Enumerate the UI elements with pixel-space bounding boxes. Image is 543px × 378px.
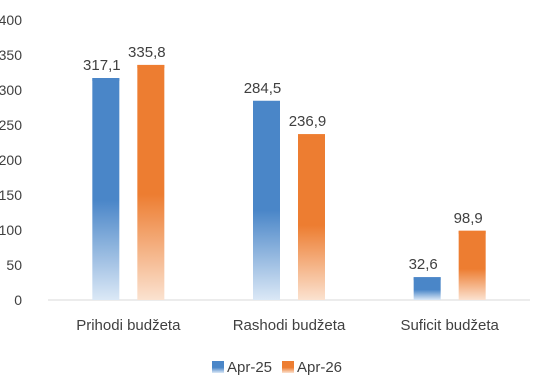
bar-top-edge [413, 277, 441, 281]
data-label: 335,8 [128, 44, 166, 61]
y-tick-label: 150 [0, 187, 22, 203]
legend-label: Apr-25 [227, 359, 272, 376]
y-tick-label: 0 [14, 292, 22, 308]
bar-apr-25-1 [253, 100, 280, 300]
data-label: 317,1 [83, 57, 121, 74]
data-labels-group: 317,1 335,8 284,5 236,9 32,6 98,9 [83, 44, 483, 273]
bars-group [92, 64, 486, 300]
bar-top-edge [298, 134, 325, 138]
legend-swatch [212, 361, 224, 373]
bar-top-edge [253, 100, 280, 104]
category-label: Rashodi budžeta [233, 317, 346, 334]
y-tick-label: 350 [0, 47, 22, 63]
y-axis: 0 50 100 150 200 250 300 350 400 [0, 12, 22, 308]
legend: Apr-25 Apr-26 [212, 359, 342, 376]
bar-top-edge [458, 230, 486, 234]
bar-apr-26-1 [298, 134, 325, 300]
y-tick-label: 400 [0, 12, 22, 28]
y-tick-label: 300 [0, 82, 22, 98]
category-label: Prihodi budžeta [76, 317, 181, 334]
y-tick-label: 250 [0, 117, 22, 133]
bar-top-edge [92, 78, 120, 82]
bar-top-edge [137, 64, 165, 68]
bar-apr-25-2 [413, 277, 441, 300]
bar-apr-26-0 [137, 64, 165, 300]
legend-swatch [282, 361, 294, 373]
legend-label: Apr-26 [297, 359, 342, 376]
y-tick-label: 200 [0, 152, 22, 168]
bar-apr-26-2 [458, 230, 486, 300]
data-label: 32,6 [409, 256, 438, 273]
data-label: 98,9 [454, 210, 483, 227]
category-labels-group: Prihodi budžeta Rashodi budžeta Suficit bu… [76, 317, 499, 334]
data-label: 236,9 [289, 113, 327, 130]
y-tick-label: 50 [6, 257, 22, 273]
category-label: Suficit budžeta [400, 317, 499, 334]
y-tick-label: 100 [0, 222, 22, 238]
data-label: 284,5 [244, 80, 282, 97]
bar-apr-25-0 [92, 78, 120, 300]
